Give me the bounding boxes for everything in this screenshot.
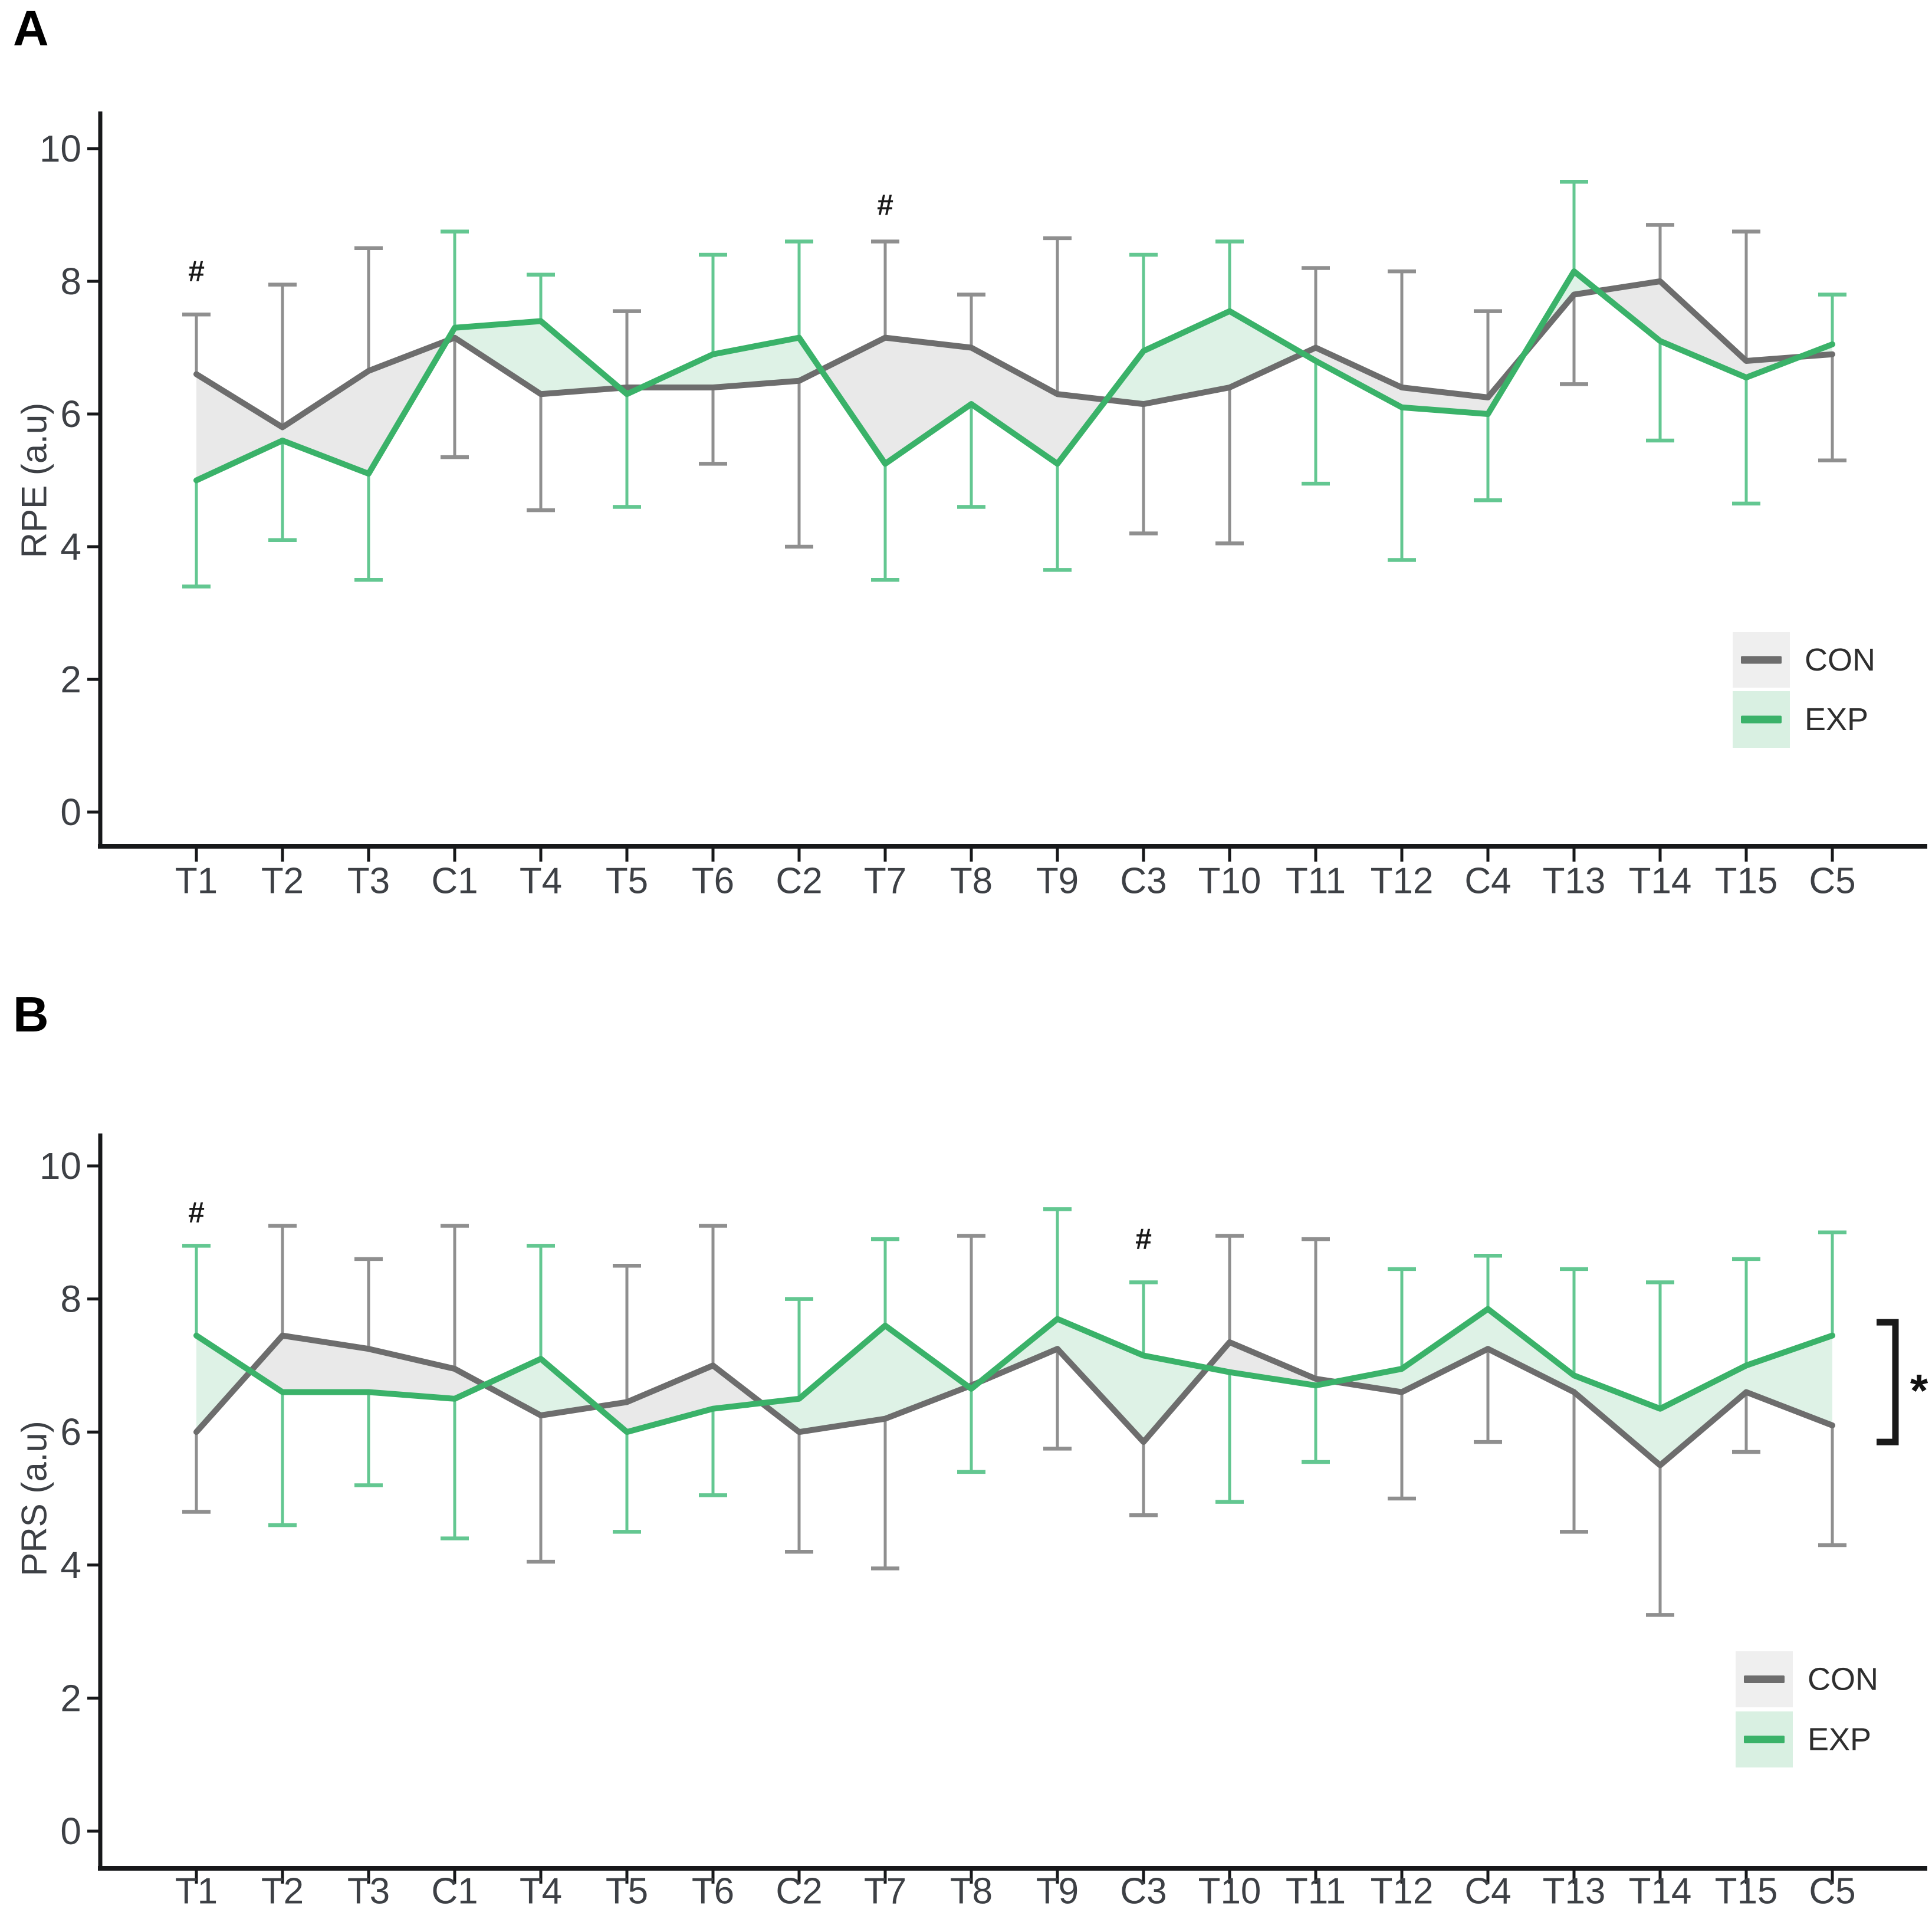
legend-con-line	[1741, 656, 1782, 664]
x-tick-label: T15	[1715, 1871, 1778, 1909]
sig-hash-annotation: #	[877, 189, 893, 222]
y-tick-label: 4	[60, 1544, 81, 1586]
ribbon-segment-con	[1660, 281, 1746, 378]
x-tick-label: T3	[347, 1871, 390, 1909]
x-tick-label: T8	[950, 861, 993, 902]
exp-line	[193, 268, 1835, 484]
ribbon-segment-exp	[885, 1325, 968, 1419]
panel-a-chart: 0 2 4 6 8 10 T1 T2 T3 C1 T4 T5 T6 C2 T7 T8 T9 C3 T10 T11 T12…	[15, 111, 1927, 902]
y-tick-label: 0	[60, 791, 81, 833]
sig-bracket	[1877, 1319, 1899, 1445]
y-tick-label: 10	[40, 127, 81, 170]
x-tick-label: T14	[1629, 1871, 1692, 1909]
x-tick-label: T6	[692, 1871, 734, 1909]
ribbon-segment-exp	[1144, 311, 1230, 405]
x-tick-label: C5	[1809, 861, 1855, 902]
x-tick-label: T15	[1715, 861, 1778, 902]
ribbon-segment-con	[196, 374, 282, 481]
y-tick-label: 2	[60, 1677, 81, 1719]
con-line	[193, 278, 1835, 431]
x-tick-label: T9	[1036, 1871, 1079, 1909]
y-tick-label: 6	[60, 393, 81, 435]
y-axis-title: RPE (a.u)	[15, 403, 54, 558]
x-tick-label: T12	[1371, 1871, 1434, 1909]
ribbon-segment-con	[369, 1349, 455, 1399]
x-tick-label: C2	[776, 1871, 822, 1909]
x-tick-label: T2	[261, 1871, 304, 1909]
panel-a-letter: A	[13, 1, 49, 56]
sig-hash-annotation: #	[188, 1196, 205, 1229]
x-tick-label: T11	[1286, 861, 1346, 902]
x-tick-label: T12	[1371, 861, 1434, 902]
sig-asterisk: *	[1910, 1365, 1928, 1417]
legend-exp-line	[1741, 715, 1782, 724]
exp-line	[193, 1306, 1835, 1435]
x-tick-label: T11	[1286, 1871, 1346, 1909]
y-tick-label: 6	[60, 1411, 81, 1453]
x-tick-label: T13	[1543, 861, 1606, 902]
ribbon-segment-con	[251, 1335, 282, 1392]
ribbon-segment-exp	[799, 1325, 885, 1432]
x-tick-label: C4	[1464, 1871, 1511, 1909]
ribbon-segment-exp	[1057, 1319, 1144, 1443]
x-tick-label: T1	[175, 1871, 218, 1909]
legend-con-line	[1744, 1675, 1785, 1683]
ribbon-segment-exp	[1660, 1365, 1746, 1466]
x-tick-label: T10	[1198, 861, 1261, 902]
x-tick-label: T5	[606, 1871, 648, 1909]
ribbon-segment-exp	[1574, 1375, 1660, 1466]
legend-con-label: CON	[1808, 1662, 1878, 1697]
x-tick-label: C5	[1809, 1871, 1855, 1909]
x-tick-label: C4	[1464, 861, 1511, 902]
ribbon-segment-exp	[1488, 1309, 1574, 1392]
y-tick-label: 8	[60, 260, 81, 303]
y-tick-label: 0	[60, 1810, 81, 1852]
x-tick-label: T4	[520, 861, 562, 902]
x-tick-label: T1	[175, 861, 218, 902]
ribbon-segment-exp	[1402, 1309, 1488, 1392]
x-tick-label: T14	[1629, 861, 1692, 902]
x-tick-label: T2	[261, 861, 304, 902]
x-tick-label: C1	[431, 861, 478, 902]
x-tick-label: C1	[431, 1871, 478, 1909]
y-tick-label: 2	[60, 658, 81, 701]
x-tick-label: T3	[347, 861, 390, 902]
ribbon-segment-con	[821, 337, 885, 464]
x-tick-label: T7	[864, 861, 906, 902]
y-tick-label: 8	[60, 1278, 81, 1320]
x-tick-label: T10	[1198, 1871, 1261, 1909]
panel-b-chart: 0 2 4 6 8 10 T1 T2 T3 C1 T4 T5 T6 C2 T7 T8 T9 C3 T10 T11 T12…	[15, 1133, 1928, 1909]
x-tick-label: C2	[776, 861, 822, 902]
x-tick-label: T9	[1036, 861, 1079, 902]
x-tick-label: T5	[606, 861, 648, 902]
legend-exp-label: EXP	[1805, 702, 1868, 737]
y-tick-label: 4	[60, 525, 81, 568]
sig-hash-annotation: #	[188, 255, 205, 288]
y-tick-label: 10	[40, 1145, 81, 1187]
legend-con-label: CON	[1805, 642, 1875, 678]
x-tick-label: C3	[1120, 1871, 1167, 1909]
x-tick-label: T6	[692, 861, 734, 902]
x-tick-label: T13	[1543, 1871, 1606, 1909]
x-tick-label: T8	[950, 1871, 993, 1909]
ribbon-segment-con	[282, 1335, 369, 1392]
ribbon-segment-con	[885, 337, 971, 464]
y-axis-title: PRS (a.u)	[15, 1421, 54, 1576]
ribbon-segment-exp	[455, 321, 541, 395]
x-tick-label: T7	[864, 1871, 906, 1909]
legend-exp-label: EXP	[1808, 1722, 1871, 1757]
ribbon-segment-exp	[484, 1359, 541, 1415]
ribbon-segment-exp	[1230, 311, 1303, 387]
x-tick-label: T4	[520, 1871, 562, 1909]
x-tick-label: C3	[1120, 861, 1167, 902]
con-line	[193, 1332, 1835, 1468]
ribbon-segment-con	[455, 1369, 485, 1399]
panel-b-letter: B	[13, 987, 49, 1042]
sig-hash-annotation: #	[1135, 1223, 1152, 1256]
ribbon-segment-con	[971, 347, 1057, 464]
legend-exp-line	[1744, 1736, 1785, 1743]
ribbon-segment-exp	[196, 1335, 251, 1432]
ribbon-segment-con	[627, 1365, 713, 1432]
